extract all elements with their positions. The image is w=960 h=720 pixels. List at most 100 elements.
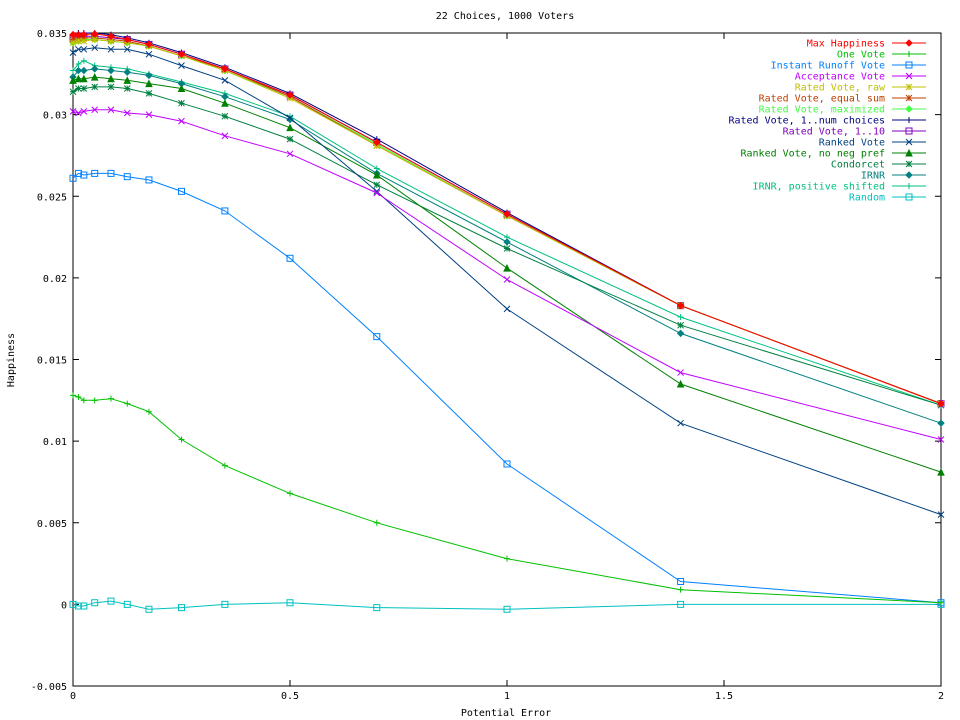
data-point [286, 135, 294, 143]
data-point [123, 173, 131, 181]
data-point [107, 32, 115, 40]
legend-entry-label: Rated Vote, equal sum [759, 94, 885, 105]
legend-marker [905, 148, 913, 157]
data-point [75, 61, 82, 68]
data-point [80, 108, 88, 115]
data-point [107, 66, 115, 75]
y-tick-label: 0.02 [43, 274, 67, 285]
data-point [504, 555, 510, 562]
data-point [74, 74, 83, 83]
data-point [938, 599, 944, 606]
x-tick-label: 1 [504, 691, 510, 702]
series-line [72, 60, 942, 406]
series-line [72, 109, 942, 440]
series-11 [69, 72, 945, 476]
data-point [373, 189, 381, 197]
data-point [123, 85, 131, 92]
data-point [286, 114, 294, 122]
data-point [221, 65, 229, 73]
data-point [677, 369, 684, 376]
y-tick-label: 0.03 [43, 111, 67, 122]
data-point [937, 399, 945, 408]
data-point [91, 106, 99, 114]
x-tick-label: 0.5 [281, 691, 299, 702]
series-1 [69, 30, 945, 408]
data-point [145, 605, 153, 613]
data-point [503, 276, 511, 283]
data-point [80, 397, 87, 404]
data-point [677, 586, 684, 593]
series-group [69, 30, 945, 613]
data-point [677, 600, 685, 608]
data-point [373, 604, 381, 612]
legend-entry-label: Rated Vote, 1..num choices [728, 116, 885, 127]
y-tick-label: -0.005 [31, 682, 67, 693]
data-point [69, 76, 77, 84]
legend-marker [906, 117, 912, 123]
data-point [178, 117, 185, 125]
data-point [107, 74, 115, 83]
data-point [286, 599, 294, 607]
legend-entry-label: IRNR, positive shifted [753, 182, 885, 193]
data-point [70, 392, 76, 399]
data-point [75, 394, 82, 401]
data-point [80, 37, 88, 45]
data-point [145, 111, 153, 118]
data-point [177, 84, 186, 93]
data-point [503, 210, 511, 218]
data-point [677, 321, 684, 329]
data-point [80, 45, 88, 53]
data-point [676, 379, 685, 388]
axis-ticks: -0.00500.0050.010.0150.020.0250.030.0350… [31, 29, 944, 702]
data-point [221, 462, 228, 469]
data-point [286, 115, 294, 124]
y-tick-label: 0.005 [37, 519, 67, 530]
data-point [221, 76, 229, 84]
legend-entry-label: Acceptance Vote [795, 72, 885, 83]
data-point [123, 35, 131, 44]
legend-marker [905, 94, 913, 102]
data-point [74, 30, 83, 39]
legend-marker [905, 127, 913, 135]
data-point [123, 45, 131, 53]
data-point [145, 79, 153, 88]
data-point [123, 76, 132, 84]
data-point [503, 263, 511, 272]
data-point [80, 85, 88, 92]
data-point [91, 83, 99, 91]
data-point [937, 511, 945, 518]
data-point [178, 604, 185, 612]
data-point [373, 187, 381, 195]
data-point [69, 88, 77, 96]
data-point [91, 169, 99, 177]
data-point [145, 40, 153, 49]
data-point [107, 395, 114, 402]
data-point [75, 109, 82, 117]
data-point [69, 30, 77, 39]
data-point [145, 176, 153, 184]
data-point [677, 314, 684, 321]
data-point [937, 419, 945, 427]
y-tick-label: 0.025 [37, 192, 67, 203]
series-15 [69, 597, 945, 613]
legend-entry-label: Rated Vote, 1..10 [783, 127, 885, 138]
data-point [107, 45, 115, 53]
data-point [69, 49, 77, 56]
series-line [72, 600, 941, 610]
data-point [145, 408, 152, 415]
legend-marker [905, 61, 913, 69]
data-point [676, 329, 685, 338]
data-point [221, 99, 229, 107]
legend-marker [905, 105, 913, 113]
data-point [91, 599, 99, 607]
legend-marker [905, 39, 913, 47]
legend-marker [906, 51, 912, 57]
data-point [937, 436, 945, 443]
y-tick-label: 0.035 [37, 29, 67, 40]
data-point [373, 519, 380, 526]
legend-marker [905, 171, 913, 179]
data-point [677, 578, 685, 586]
data-point [80, 57, 87, 64]
